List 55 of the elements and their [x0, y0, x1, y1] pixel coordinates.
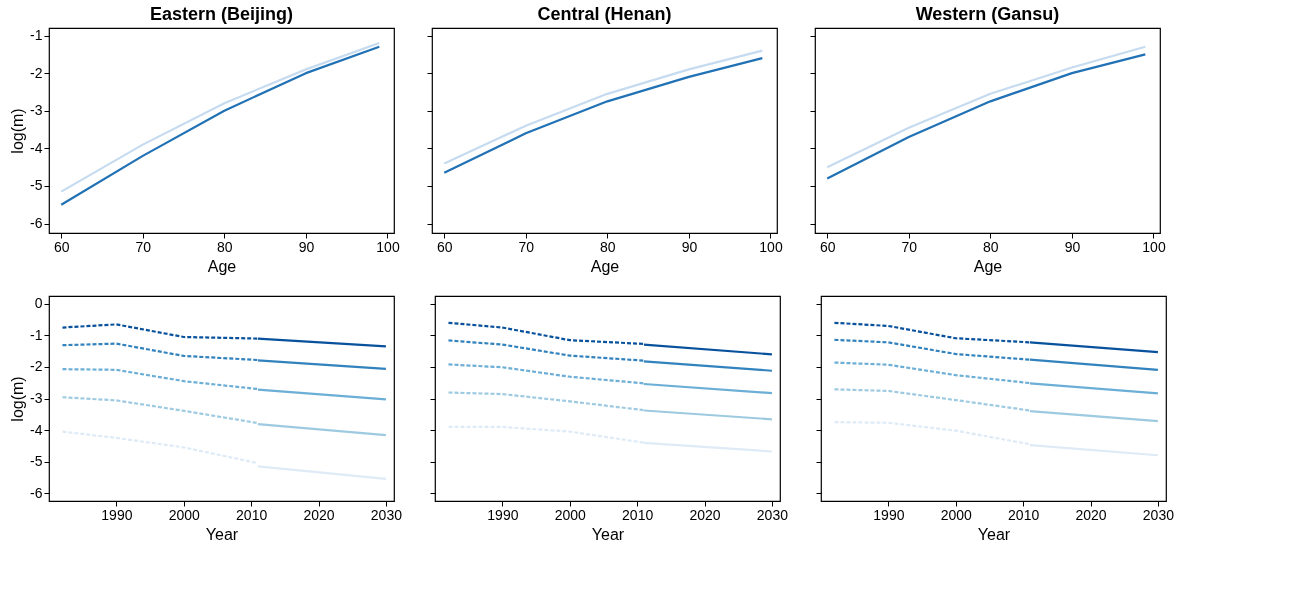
- y-tick-label: -4: [30, 139, 43, 156]
- x-axis-title: Year: [977, 525, 1011, 543]
- chart-title: Central (Henan): [537, 4, 672, 24]
- x-tick-label: 70: [518, 238, 535, 255]
- x-tick-label: 90: [1064, 238, 1081, 255]
- line-series: [61, 430, 259, 465]
- x-tick-label: 1990: [487, 506, 519, 523]
- x-axis-title: Age: [207, 257, 237, 275]
- x-tick-label: 2000: [168, 506, 201, 523]
- x-axis-title: Year: [205, 525, 239, 543]
- y-axis-title: log(m): [9, 376, 27, 422]
- x-tick-label: 60: [53, 238, 70, 255]
- x-tick-label: 90: [681, 238, 698, 255]
- y-tick-label: -3: [30, 102, 43, 119]
- x-tick-label: 2010: [236, 506, 268, 523]
- x-tick-label: 100: [759, 238, 783, 255]
- y-tick-label: -1: [30, 27, 43, 44]
- x-tick-label: 2000: [940, 506, 973, 523]
- y-tick-label: -6: [30, 484, 43, 501]
- x-tick-label: 100: [1142, 238, 1166, 255]
- x-tick-label: 90: [298, 238, 315, 255]
- x-tick-label: 2030: [1142, 506, 1175, 523]
- x-tick-label: 1990: [873, 506, 905, 523]
- y-tick-label: -4: [30, 421, 43, 438]
- y-tick-label: -2: [30, 64, 43, 81]
- chart-title: Eastern (Beijing): [149, 4, 294, 24]
- y-tick-label: -5: [30, 453, 43, 470]
- x-tick-label: 2010: [1008, 506, 1040, 523]
- y-tick-label: -5: [30, 177, 43, 194]
- x-tick-label: 2020: [1075, 506, 1107, 523]
- y-tick-label: 0: [34, 295, 43, 312]
- x-tick-label: 70: [901, 238, 918, 255]
- x-axis-title: Age: [973, 257, 1003, 275]
- chart-title: Western (Gansu): [915, 4, 1060, 24]
- y-tick-label: -3: [30, 390, 43, 406]
- x-tick-label: 60: [819, 238, 836, 255]
- x-tick-label: 80: [217, 238, 233, 255]
- x-tick-label: 2020: [303, 506, 335, 523]
- x-tick-label: 2020: [689, 506, 721, 523]
- y-tick-label: -1: [30, 326, 43, 343]
- y-tick-label: -2: [30, 358, 43, 375]
- x-tick-label: 2010: [622, 506, 654, 523]
- y-axis-title: log(m): [9, 108, 27, 154]
- x-tick-label: 80: [983, 238, 999, 255]
- x-tick-label: 2000: [554, 506, 587, 523]
- x-tick-label: 2030: [370, 506, 403, 523]
- x-tick-label: 100: [376, 238, 400, 255]
- x-axis-title: Year: [591, 525, 625, 543]
- x-axis-title: Age: [590, 257, 620, 275]
- x-tick-label: 60: [436, 238, 453, 255]
- x-tick-label: 2030: [756, 506, 789, 523]
- x-tick-label: 80: [600, 238, 616, 255]
- x-tick-label: 70: [135, 238, 152, 255]
- y-tick-label: -6: [30, 215, 43, 232]
- x-tick-label: 1990: [101, 506, 133, 523]
